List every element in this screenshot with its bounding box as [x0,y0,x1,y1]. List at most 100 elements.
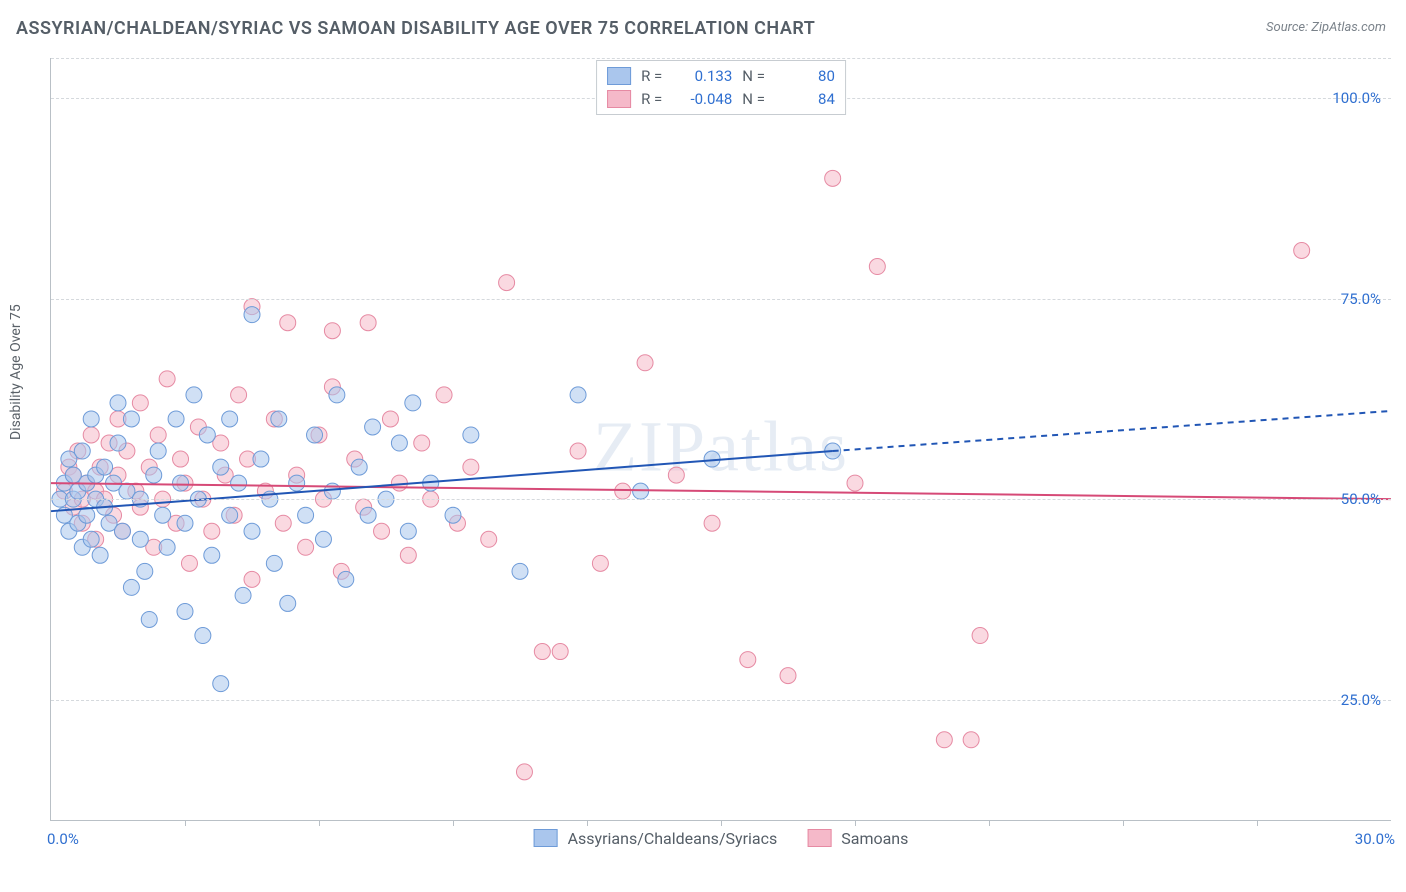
data-point [168,411,184,427]
data-point [280,595,296,611]
plot-area: ZIPatlas R = 0.133 N = 80 R = -0.048 N =… [50,58,1391,821]
y-tick-label: 75.0% [1341,290,1381,308]
data-point [83,427,99,443]
data-point [244,307,260,323]
data-point [177,515,193,531]
source-attribution: Source: ZipAtlas.com [1266,20,1386,35]
gridline [51,58,1391,59]
data-point [365,419,381,435]
data-point [275,515,291,531]
data-point [97,459,113,475]
legend-r-0: 0.133 [672,65,732,88]
data-point [382,411,398,427]
legend-item-0: Assyrians/Chaldeans/Syriacs [534,829,778,848]
x-tick-mark [453,820,454,826]
data-point [253,451,269,467]
gridline [51,499,1391,500]
x-tick-mark [721,820,722,826]
data-point [110,435,126,451]
data-point [123,579,139,595]
data-point [307,427,323,443]
data-point [186,387,202,403]
data-point [780,668,796,684]
legend-row-0: R = 0.133 N = 80 [607,65,835,88]
data-point [704,515,720,531]
gridline [51,299,1391,300]
trend-line [51,451,833,511]
scatter-svg [51,58,1391,820]
data-point [177,603,193,619]
data-point [222,507,238,523]
data-point [405,395,421,411]
data-point [231,387,247,403]
data-point [592,555,608,571]
x-tick-mark [1123,820,1124,826]
data-point [204,523,220,539]
data-point [173,451,189,467]
data-point [150,427,166,443]
data-point [351,459,367,475]
data-point [92,547,108,563]
legend-r-1: -0.048 [672,88,732,111]
data-point [374,523,390,539]
x-tick-mark [587,820,588,826]
legend-item-1: Samoans [807,829,908,848]
data-point [271,411,287,427]
legend-n-1: 84 [775,88,835,111]
data-point [74,443,90,459]
data-point [740,652,756,668]
y-axis-label: Disability Age Over 75 [8,304,24,440]
data-point [199,427,215,443]
y-tick-label: 25.0% [1341,691,1381,709]
data-point [150,443,166,459]
data-point [244,523,260,539]
data-point [534,644,550,660]
legend-swatch-0 [607,67,631,85]
data-point [110,395,126,411]
data-point [463,459,479,475]
data-point [570,443,586,459]
data-point [83,531,99,547]
data-point [329,387,345,403]
data-point [159,371,175,387]
data-point [132,395,148,411]
data-point [615,483,631,499]
y-tick-label: 50.0% [1341,490,1381,508]
legend-bottom-swatch-1 [807,829,831,847]
gridline [51,700,1391,701]
data-point [137,563,153,579]
data-point [155,507,171,523]
data-point [400,523,416,539]
x-tick-mark [989,820,990,826]
data-point [963,732,979,748]
legend-row-1: R = -0.048 N = 84 [607,88,835,111]
data-point [391,435,407,451]
data-point [400,547,416,563]
data-point [825,170,841,186]
data-point [159,539,175,555]
data-point [173,475,189,491]
data-point [244,571,260,587]
correlation-legend: R = 0.133 N = 80 R = -0.048 N = 84 [596,60,846,115]
data-point [552,644,568,660]
x-tick-mark [1257,820,1258,826]
x-tick-mark [855,820,856,826]
data-point [195,628,211,644]
trend-line-extrapolated [833,411,1391,451]
legend-swatch-1 [607,90,631,108]
x-axis-max-label: 30.0% [1355,830,1395,848]
data-point [499,275,515,291]
data-point [445,507,461,523]
data-point [83,411,99,427]
data-point [1294,243,1310,259]
y-tick-label: 100.0% [1332,89,1381,107]
data-point [668,467,684,483]
data-point [289,475,305,491]
data-point [570,387,586,403]
data-point [481,531,497,547]
x-tick-mark [185,820,186,826]
data-point [213,459,229,475]
data-point [512,563,528,579]
data-point [360,507,376,523]
data-point [235,587,251,603]
